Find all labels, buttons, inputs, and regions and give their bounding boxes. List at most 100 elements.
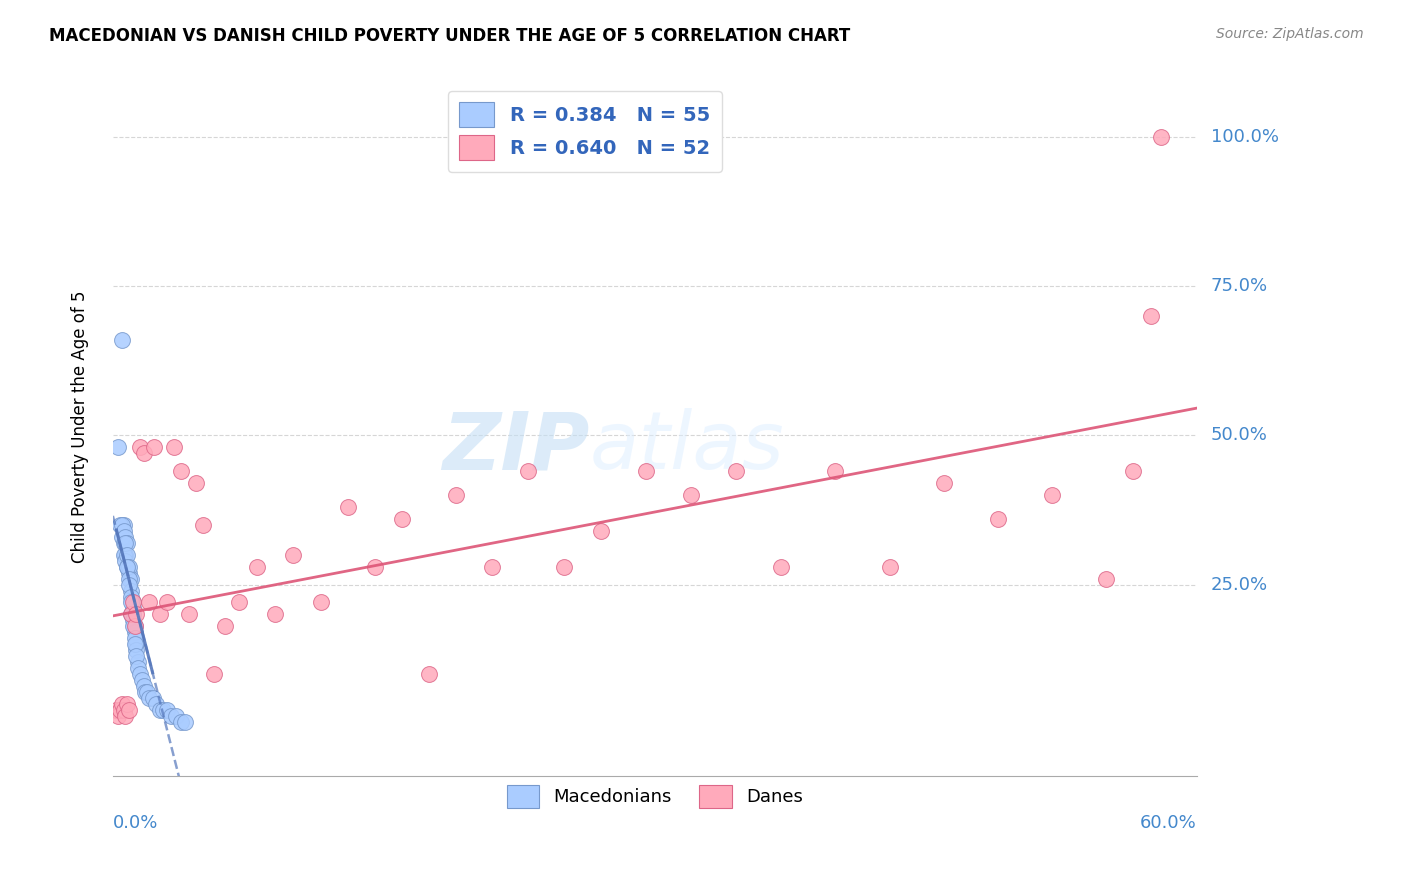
Point <box>136 685 159 699</box>
Point <box>117 548 139 562</box>
Point <box>481 559 503 574</box>
Point <box>127 661 149 675</box>
Point <box>364 559 387 574</box>
Point <box>129 667 152 681</box>
Point <box>1149 130 1171 145</box>
Point <box>117 559 139 574</box>
Point <box>143 441 166 455</box>
Point <box>120 572 142 586</box>
Point <box>214 619 236 633</box>
Point <box>879 559 901 574</box>
Point <box>112 524 135 538</box>
Point <box>118 577 141 591</box>
Point <box>125 649 148 664</box>
Point <box>114 709 136 723</box>
Point <box>114 554 136 568</box>
Point <box>117 559 139 574</box>
Y-axis label: Child Poverty Under the Age of 5: Child Poverty Under the Age of 5 <box>72 290 89 563</box>
Point <box>174 714 197 729</box>
Point <box>120 590 142 604</box>
Point <box>120 607 142 622</box>
Point <box>121 613 143 627</box>
Point <box>589 524 612 538</box>
Point <box>987 512 1010 526</box>
Text: Source: ZipAtlas.com: Source: ZipAtlas.com <box>1216 27 1364 41</box>
Point <box>156 703 179 717</box>
Point <box>124 619 146 633</box>
Point <box>112 536 135 550</box>
Point <box>121 619 143 633</box>
Text: 50.0%: 50.0% <box>1211 426 1267 444</box>
Point <box>125 607 148 622</box>
Point <box>108 703 131 717</box>
Point <box>264 607 287 622</box>
Point <box>112 548 135 562</box>
Point <box>724 464 747 478</box>
Point <box>105 703 128 717</box>
Text: 75.0%: 75.0% <box>1211 277 1268 295</box>
Point <box>191 517 214 532</box>
Point <box>170 714 193 729</box>
Point <box>142 690 165 705</box>
Point <box>517 464 540 478</box>
Point <box>121 595 143 609</box>
Text: 60.0%: 60.0% <box>1140 814 1197 832</box>
Point <box>114 548 136 562</box>
Point <box>131 673 153 687</box>
Point <box>149 703 172 717</box>
Point <box>132 679 155 693</box>
Point <box>770 559 793 574</box>
Point <box>125 643 148 657</box>
Point <box>117 536 139 550</box>
Point <box>124 637 146 651</box>
Point <box>121 601 143 615</box>
Point <box>634 464 657 478</box>
Point <box>1122 464 1144 478</box>
Point <box>112 703 135 717</box>
Point <box>444 488 467 502</box>
Point <box>138 595 160 609</box>
Point <box>129 441 152 455</box>
Point <box>1040 488 1063 502</box>
Point <box>118 566 141 580</box>
Point <box>117 697 139 711</box>
Point <box>114 530 136 544</box>
Point <box>145 697 167 711</box>
Point <box>152 703 174 717</box>
Point <box>1140 309 1163 323</box>
Text: atlas: atlas <box>589 409 785 486</box>
Point <box>127 655 149 669</box>
Point <box>170 464 193 478</box>
Point <box>120 607 142 622</box>
Point <box>111 697 134 711</box>
Point <box>165 709 187 723</box>
Point <box>124 632 146 646</box>
Point <box>111 517 134 532</box>
Point <box>120 595 142 609</box>
Point <box>107 441 129 455</box>
Point <box>149 607 172 622</box>
Point <box>1095 572 1118 586</box>
Point <box>418 667 440 681</box>
Point <box>124 625 146 640</box>
Point <box>202 667 225 681</box>
Point <box>118 703 141 717</box>
Point <box>111 333 134 347</box>
Point <box>156 595 179 609</box>
Point <box>228 595 250 609</box>
Point <box>553 559 575 574</box>
Point <box>679 488 702 502</box>
Text: 25.0%: 25.0% <box>1211 575 1268 593</box>
Point <box>132 446 155 460</box>
Point <box>107 709 129 723</box>
Point <box>283 548 305 562</box>
Point <box>125 637 148 651</box>
Point <box>111 530 134 544</box>
Point <box>391 512 413 526</box>
Point <box>932 476 955 491</box>
Text: MACEDONIAN VS DANISH CHILD POVERTY UNDER THE AGE OF 5 CORRELATION CHART: MACEDONIAN VS DANISH CHILD POVERTY UNDER… <box>49 27 851 45</box>
Point <box>309 595 332 609</box>
Legend: Macedonians, Danes: Macedonians, Danes <box>499 778 810 815</box>
Point <box>121 607 143 622</box>
Point <box>114 536 136 550</box>
